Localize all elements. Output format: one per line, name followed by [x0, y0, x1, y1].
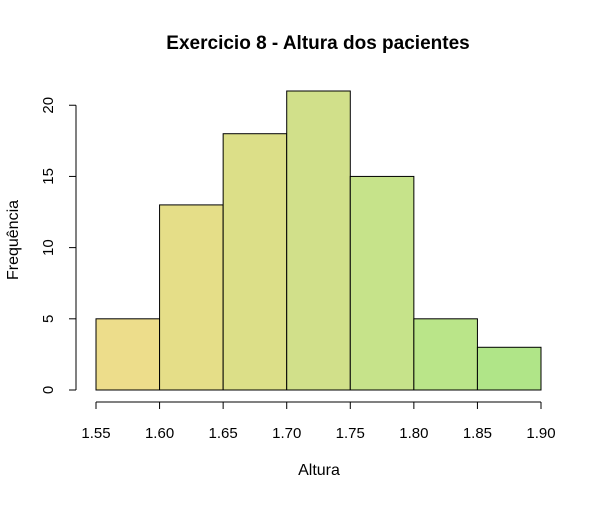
x-tick-label: 1.60: [145, 425, 174, 442]
y-tick-label: 20: [40, 97, 57, 114]
histogram-bar: [159, 204, 224, 391]
x-tick-label: 1.90: [526, 425, 555, 442]
y-tick-label: 5: [40, 315, 57, 323]
chart-title: Exercicio 8 - Altura dos pacientes: [166, 33, 469, 54]
histogram-bar: [95, 318, 161, 391]
y-tick-label: 10: [40, 239, 57, 256]
x-tick-label: 1.70: [272, 425, 301, 442]
histogram-bar: [349, 175, 415, 391]
histogram-bar: [286, 90, 351, 391]
y-axis: 0 5 10 15 20: [40, 97, 77, 394]
x-axis: 1.55 1.60 1.65 1.70 1.75 1.80 1.85 1.90: [81, 401, 556, 442]
x-tick-label: 1.85: [463, 425, 492, 442]
histogram-bar: [476, 346, 542, 391]
x-axis-label: Altura: [298, 462, 340, 479]
x-tick-label: 1.80: [399, 425, 428, 442]
bars-group: [95, 90, 542, 391]
histogram-bar: [413, 318, 478, 391]
x-tick-label: 1.75: [336, 425, 365, 442]
x-tick-label: 1.55: [81, 425, 110, 442]
y-tick-label: 0: [40, 386, 57, 394]
histogram-bar: [222, 133, 288, 391]
y-axis-label: Frequência: [5, 200, 22, 280]
y-tick-label: 15: [40, 168, 57, 185]
x-tick-label: 1.65: [209, 425, 238, 442]
